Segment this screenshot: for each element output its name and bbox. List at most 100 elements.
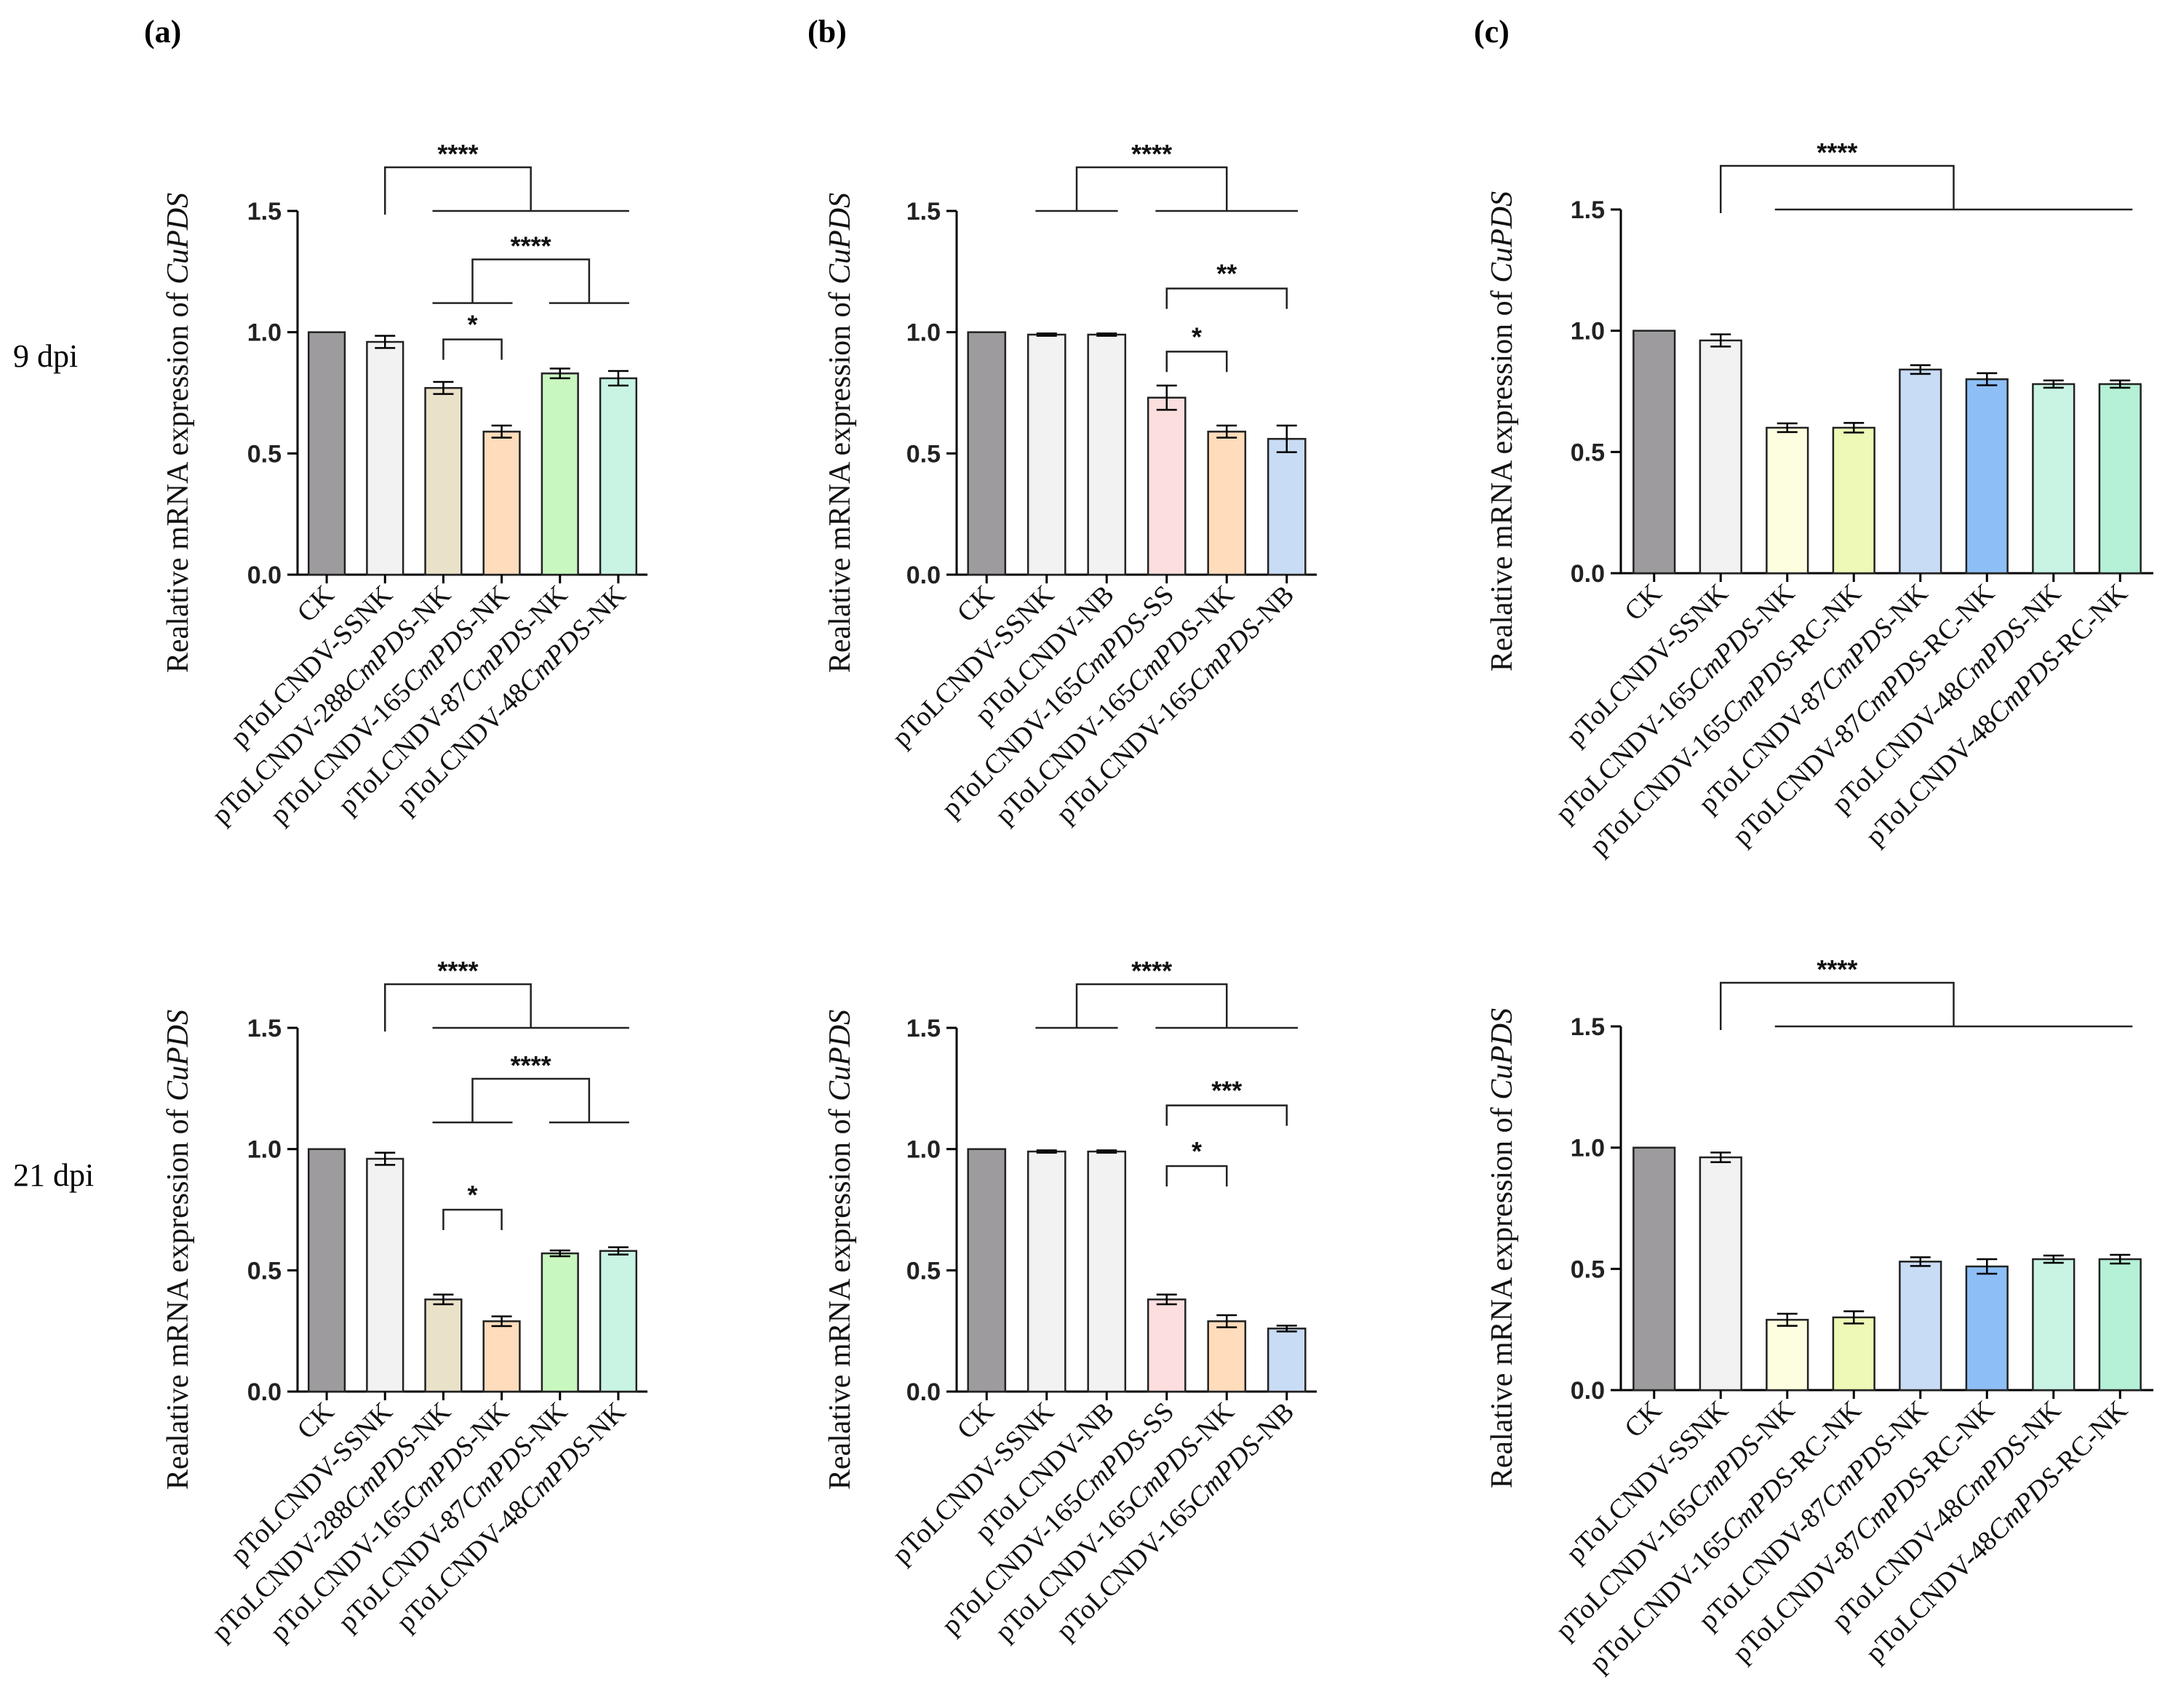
y-tick-label: 0.5 [906,440,941,468]
y-axis-label-gene: CuPDS [824,193,857,284]
bar [1026,333,1066,576]
y-axis-label: Realative mRNA expression of CuPDS [162,193,195,673]
row-label-9dpi: 9 dpi [13,338,79,374]
pair-bracket [442,1208,503,1230]
chart-2: 0.0 0.5 1.0 1.5 Realative mRNA expression of… [1486,137,2153,861]
bar [1965,1265,2009,1392]
x-tick-label: CK [1619,578,1667,626]
y-axis-label: Realative mRNA expression of CuPDS [1486,191,1519,671]
x-tick-label: CK [1619,1394,1667,1443]
bar [1026,1150,1066,1393]
significance-bracket [1075,166,1228,211]
y-tick-label: 0.0 [1571,1377,1605,1405]
bar [541,372,579,576]
significance-label: * [467,1180,477,1210]
y-tick-label: 1.5 [1571,1013,1605,1041]
panel-label-a: (a) [144,14,182,49]
pair-bracket [1165,1104,1288,1126]
chart-3: 0.0 0.5 1.0 1.5 Realative mRNA expression of… [162,956,647,1647]
significance-label: **** [511,1050,551,1080]
y-axis-label-prefix: Realative mRNA expression of [824,284,857,673]
bar [1899,368,1942,575]
bar [366,1157,404,1393]
y-tick-label: 0.0 [247,1378,282,1406]
y-tick-label: 0.5 [1571,1256,1605,1283]
row-label-21dpi: 21 dpi [13,1157,95,1193]
bar [307,331,346,576]
y-axis-label-prefix: Realative mRNA expression of [162,1101,195,1490]
bar [307,1148,346,1393]
x-tick-label: CK [291,1396,340,1445]
y-axis-label-prefix: Realative mRNA expression of [824,1101,857,1490]
significance-label: **** [1131,139,1172,169]
bar [967,1148,1007,1393]
bar [1699,1156,1742,1392]
significance-bracket [384,983,532,1031]
y-tick-label: 0.0 [1571,560,1605,588]
y-tick-label: 1.5 [247,1015,282,1042]
bar [1632,330,1676,575]
x-tick-label-part: CK [291,579,340,628]
y-tick-label: 1.5 [1571,196,1605,224]
x-tick-label-part: CK [952,579,1000,628]
y-axis-label-prefix: Realative mRNA expression of [1486,1100,1519,1488]
y-tick-label: 1.5 [247,198,282,226]
chart-0: 0.0 0.5 1.0 1.5 Realative mRNA expression of… [162,139,647,830]
significance-bracket [1075,983,1228,1028]
bar [1766,426,1809,575]
significance-bracket [384,166,532,215]
panel-label-c: (c) [1474,14,1510,49]
y-axis-label: Realative mRNA expression of CuPDS [824,193,857,673]
bar [424,1298,463,1393]
bar [2032,1258,2076,1392]
bar [1147,1298,1187,1393]
x-tick-label: pToLCNDV-165CmPDS-RC-NK [1584,578,1867,861]
x-tick-label-part: CK [1619,578,1667,626]
bar [599,377,638,576]
y-tick-label: 1.0 [1571,318,1605,346]
significance-label: * [1192,322,1202,351]
y-tick-label: 0.0 [247,562,282,589]
y-axis-label-gene: CuPDS [1486,1008,1519,1100]
bar [2098,383,2142,575]
bar [1832,426,1875,575]
bar [482,431,521,576]
y-axis-label-prefix: Realative mRNA expression of [162,284,195,673]
y-axis-label-gene: CuPDS [824,1010,857,1101]
x-tick-label-part: CK [1619,1394,1667,1443]
y-tick-label: 0.5 [247,1257,282,1285]
bar [1087,333,1127,576]
pair-bracket [1165,351,1228,372]
y-tick-label: 0.5 [906,1257,941,1285]
y-tick-label: 0.0 [906,1378,941,1406]
y-tick-label: 0.5 [247,440,282,468]
bar [967,331,1007,576]
y-tick-label: 1.0 [1571,1135,1605,1162]
y-tick-label: 1.0 [906,319,941,347]
significance-bracket [1720,164,1955,213]
panel-label-b: (b) [808,14,847,49]
bar [1632,1146,1676,1392]
y-axis-label: Realative mRNA expression of CuPDS [824,1010,857,1490]
y-tick-label: 1.0 [906,1136,941,1164]
bar [1267,438,1307,576]
x-tick-label: CK [952,1396,1000,1445]
x-tick-label-part: CK [291,1396,340,1445]
significance-label: * [467,310,477,340]
significance-bracket [471,1077,591,1122]
significance-label: **** [437,956,478,986]
significance-label: **** [437,139,478,169]
x-tick-label-part: CK [952,1396,1000,1445]
significance-label: **** [511,231,551,261]
bar [1267,1328,1307,1393]
bar [1899,1261,1942,1392]
bar [1965,378,2009,575]
chart-1: 0.0 0.5 1.0 1.5 Realative mRNA expression of… [824,139,1317,830]
significance-bracket [471,258,591,303]
y-tick-label: 0.5 [1571,439,1605,466]
bar [1087,1150,1127,1393]
x-tick-label: CK [291,579,340,628]
y-tick-label: 1.0 [247,1136,282,1164]
